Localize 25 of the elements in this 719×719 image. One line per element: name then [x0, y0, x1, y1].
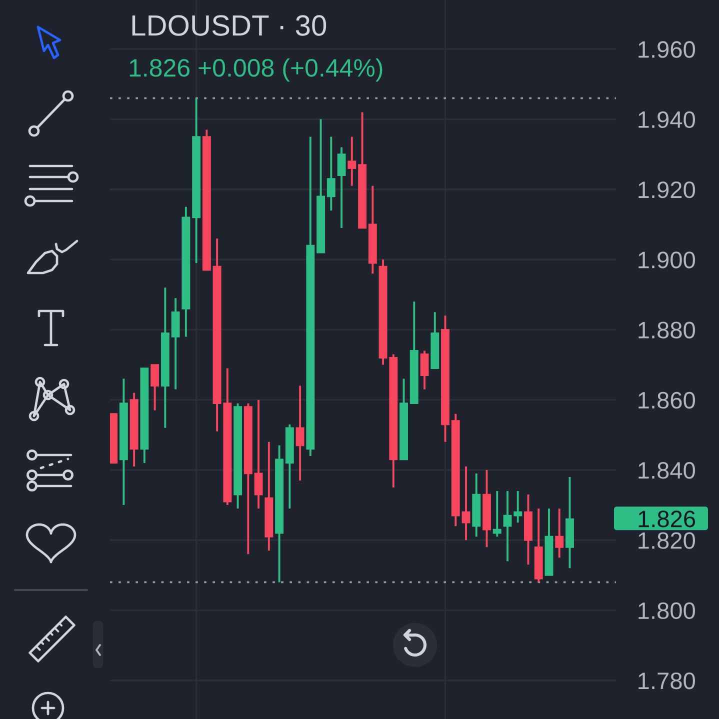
candlestick [254, 398, 263, 510]
y-tick-label: 1.800 [638, 602, 695, 620]
candlestick [492, 490, 502, 538]
candlestick [420, 350, 429, 390]
y-tick-label: 1.900 [638, 252, 695, 268]
candlestick [348, 136, 356, 187]
y-tick-label: 1.960 [638, 41, 695, 58]
y-tick-label: 1.840 [638, 462, 695, 479]
y-tick-label: 1.880 [638, 322, 695, 338]
candlestick [326, 136, 336, 212]
y-tick-label: 1.860 [638, 392, 695, 409]
y-tick-label: 1.940 [638, 111, 695, 128]
y-tick-label: 1.780 [638, 672, 695, 690]
chart-title: LDOUSDT · 30 [132, 15, 326, 36]
candlestick [296, 384, 304, 482]
text: 1.826 [638, 510, 696, 528]
y-tick-label: 1.920 [638, 181, 695, 198]
candlestick [503, 490, 512, 562]
y-tick-label: 1.820 [638, 532, 695, 549]
candlestick [462, 466, 470, 542]
candlestick [514, 490, 522, 524]
candlestick [150, 364, 160, 412]
candlestick [337, 146, 346, 229]
candlestick [555, 508, 564, 559]
text: 1.826 +0.008 (+0.44%) [130, 58, 382, 82]
